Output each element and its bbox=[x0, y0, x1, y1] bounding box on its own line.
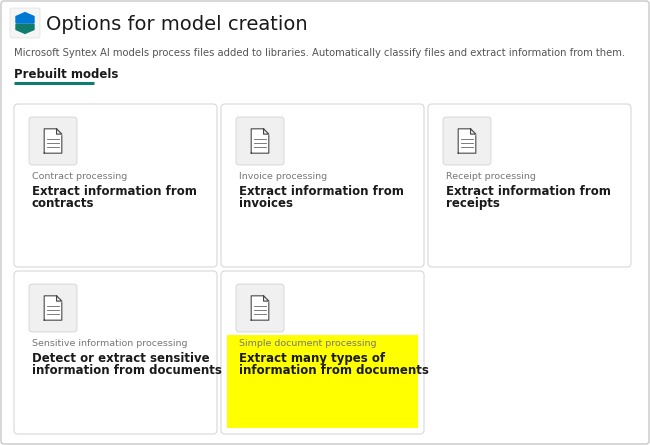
Text: invoices: invoices bbox=[239, 197, 293, 210]
FancyBboxPatch shape bbox=[29, 117, 77, 165]
FancyBboxPatch shape bbox=[221, 271, 424, 434]
Polygon shape bbox=[16, 24, 34, 33]
Text: Options for model creation: Options for model creation bbox=[46, 15, 307, 33]
FancyBboxPatch shape bbox=[221, 104, 424, 267]
FancyBboxPatch shape bbox=[29, 284, 77, 332]
Polygon shape bbox=[16, 12, 34, 23]
Text: Extract information from: Extract information from bbox=[239, 185, 404, 198]
Text: contracts: contracts bbox=[32, 197, 94, 210]
Text: Receipt processing: Receipt processing bbox=[446, 172, 536, 181]
Text: Extract information from: Extract information from bbox=[446, 185, 611, 198]
Text: Extract information from: Extract information from bbox=[32, 185, 197, 198]
Text: Detect or extract sensitive: Detect or extract sensitive bbox=[32, 352, 209, 365]
Polygon shape bbox=[263, 296, 269, 301]
Text: Prebuilt models: Prebuilt models bbox=[14, 68, 118, 81]
FancyBboxPatch shape bbox=[10, 8, 40, 38]
FancyBboxPatch shape bbox=[14, 104, 217, 267]
FancyBboxPatch shape bbox=[428, 104, 631, 267]
FancyBboxPatch shape bbox=[14, 271, 217, 434]
Polygon shape bbox=[44, 129, 62, 153]
Text: Contract processing: Contract processing bbox=[32, 172, 127, 181]
Polygon shape bbox=[57, 129, 62, 134]
Text: Invoice processing: Invoice processing bbox=[239, 172, 327, 181]
Polygon shape bbox=[57, 296, 62, 301]
Text: information from documents: information from documents bbox=[239, 364, 429, 377]
Text: Sensitive information processing: Sensitive information processing bbox=[32, 339, 187, 348]
Text: information from documents: information from documents bbox=[32, 364, 222, 377]
Polygon shape bbox=[251, 296, 269, 320]
Polygon shape bbox=[471, 129, 476, 134]
Polygon shape bbox=[44, 296, 62, 320]
Text: Simple document processing: Simple document processing bbox=[239, 339, 376, 348]
Polygon shape bbox=[263, 129, 269, 134]
Polygon shape bbox=[251, 129, 269, 153]
FancyBboxPatch shape bbox=[236, 284, 284, 332]
FancyBboxPatch shape bbox=[236, 117, 284, 165]
FancyBboxPatch shape bbox=[227, 335, 418, 428]
Text: Extract many types of: Extract many types of bbox=[239, 352, 385, 365]
FancyBboxPatch shape bbox=[443, 117, 491, 165]
Text: receipts: receipts bbox=[446, 197, 500, 210]
Polygon shape bbox=[458, 129, 476, 153]
Text: Microsoft Syntex AI models process files added to libraries. Automatically class: Microsoft Syntex AI models process files… bbox=[14, 48, 625, 58]
